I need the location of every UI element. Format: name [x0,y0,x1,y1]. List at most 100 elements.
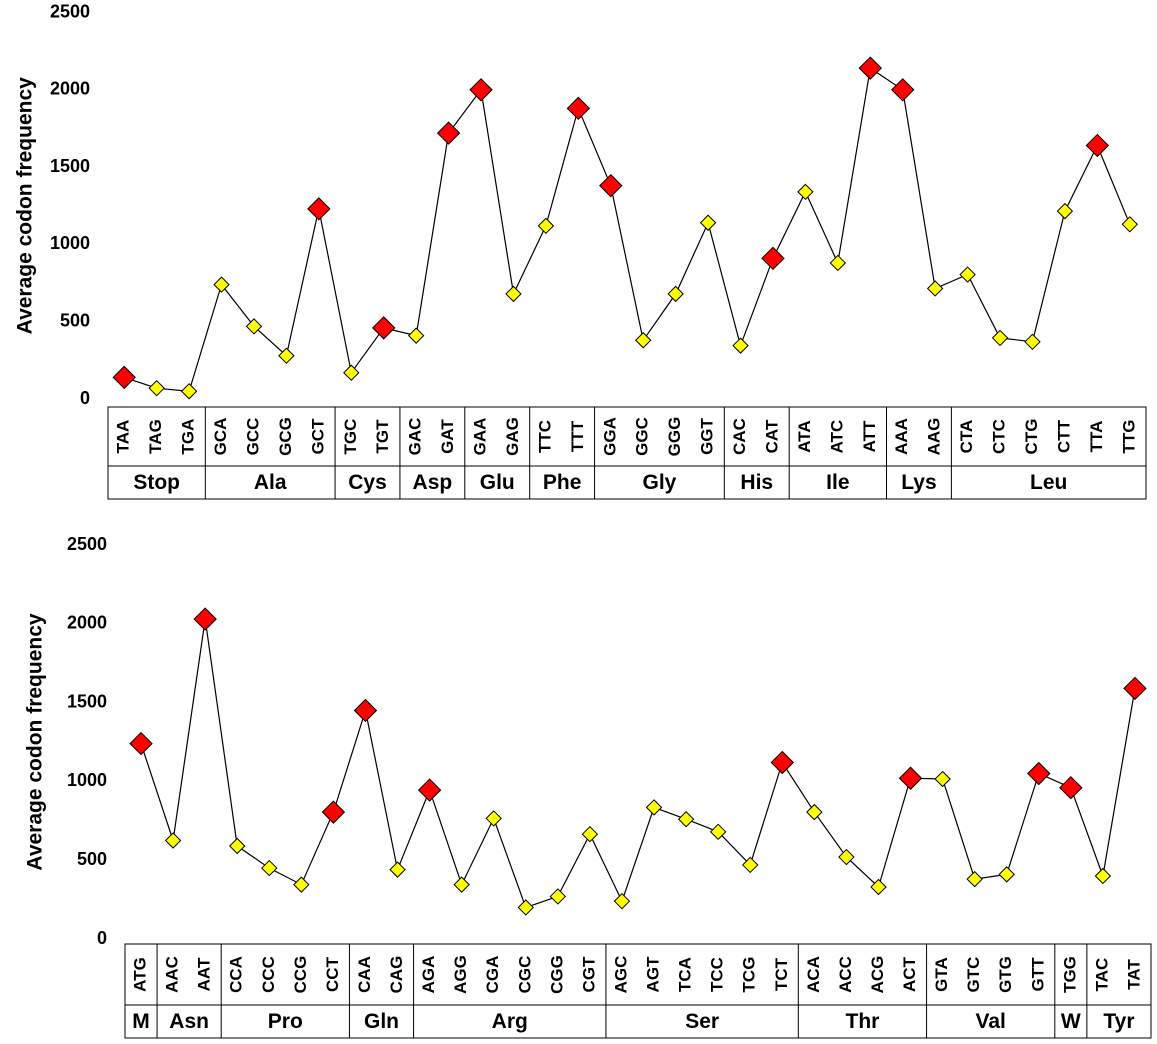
preferred-codon-marker [761,246,785,271]
y-tick-label: 2500 [50,1,90,21]
codon-label: GGC [633,417,652,456]
codon-label: GAG [503,417,522,456]
codon-label: CCA [227,956,246,993]
y-tick-label: 2500 [67,534,107,554]
codon-marker [998,866,1015,883]
codon-label: GAT [438,419,457,454]
codon-label: ACT [900,956,919,992]
amino-acid-label: Pro [268,1010,303,1033]
codon-marker [806,803,823,821]
codon-table-frame [107,406,1147,500]
codon-label: CAC [730,418,749,455]
codon-marker [742,856,759,874]
codon-marker [667,285,684,303]
amino-acid-label: Arg [492,1010,528,1033]
codon-label: CTG [1022,419,1041,455]
codon-label: CAG [387,956,406,994]
codon-label: GTT [1028,957,1047,992]
codon-label: TAC [1092,958,1111,992]
codon-label: CAA [355,956,374,993]
y-tick-label: 1000 [50,233,90,253]
codon-label: AAG [925,418,944,456]
amino-acid-label: W [1061,1010,1081,1033]
codon-label: CTA [957,420,976,454]
codon-label: TCC [708,957,727,992]
codon-label: GCG [276,417,295,456]
preferred-codon-marker [1085,133,1110,158]
codon-label: ATG [131,957,150,992]
codon-label: ATC [827,420,846,454]
codon-label: CCT [323,956,342,992]
amino-acid-label: Thr [846,1010,880,1033]
codon-label: TTG [1119,420,1138,454]
codon-label: GTG [996,956,1015,993]
codon-label: ACG [868,956,887,994]
y-axis-label: Average codon frequency [14,77,37,334]
codon-marker [549,888,567,905]
amino-acid-label: M [132,1010,150,1033]
codon-label: AGC [611,956,630,994]
codon-label: AGA [419,956,438,994]
chart-panel-1: Average codon frequency 0 500 1000 1500 2000 2… [14,1,1147,500]
codon-label: TGG [1060,956,1079,993]
codon-marker [343,364,360,381]
codon-label: CGC [515,956,534,994]
codon-label: GTA [932,957,951,992]
codon-label: CGT [579,956,598,993]
codon-table-frame [124,943,1152,1039]
codon-label: CAT [762,419,781,453]
amino-acid-label: Gln [364,1010,399,1033]
preferred-codon-marker [417,778,442,802]
codon-marker [966,870,983,888]
preferred-codon-marker [469,78,493,102]
preferred-codon-marker [372,316,396,340]
preferred-codon-marker [898,766,923,790]
codon-marker [293,876,310,893]
amino-acid-label: Asn [169,1010,209,1033]
codon-marker [213,276,230,293]
preferred-codon-marker [566,96,591,121]
codon-marker [677,811,695,828]
codon-marker [148,379,165,397]
codon-label: TCT [772,957,791,991]
codon-marker [613,892,631,910]
preferred-codon-marker [891,78,915,102]
preferred-codon-marker [193,607,217,631]
codon-marker [453,876,470,893]
y-axis-label: Average codon frequency [24,613,47,870]
codon-label: GGG [665,417,684,457]
preferred-codon-marker [112,365,136,390]
codon-label: CGA [483,956,502,994]
amino-acid-label: Cys [348,471,387,494]
codon-label: GCC [243,418,262,456]
amino-acid-label: Gly [643,471,677,494]
codon-marker [485,810,502,827]
preferred-codon-marker [129,731,153,756]
codon-label: GAC [406,418,425,456]
codon-marker [991,329,1009,347]
y-tick-label: 500 [60,310,90,330]
codon-marker [1024,333,1041,351]
codon-label: TGA [179,419,198,455]
codon-label: GCT [308,418,327,455]
codon-marker [959,266,976,283]
codon-label: GCA [211,418,230,456]
codon-marker [645,799,663,816]
y-tick-label: 1000 [67,770,107,790]
codon-marker [1094,867,1112,885]
codon-marker [245,318,263,335]
codon-label: AAT [195,957,214,991]
frequency-line [124,67,1131,392]
codon-label: TTC [535,420,554,453]
y-tick-label: 0 [80,388,90,408]
preferred-codon-marker [436,121,461,145]
codon-label: TAA [114,420,133,454]
codon-label: ATT [860,420,879,452]
codon-marker [505,285,522,303]
codon-label: GTC [964,957,983,993]
codon-marker [1121,216,1138,233]
codon-label: ATA [795,420,814,452]
y-tick-label: 1500 [50,156,90,176]
y-tick-label: 1500 [67,691,107,711]
amino-acid-label: Ile [826,471,849,494]
